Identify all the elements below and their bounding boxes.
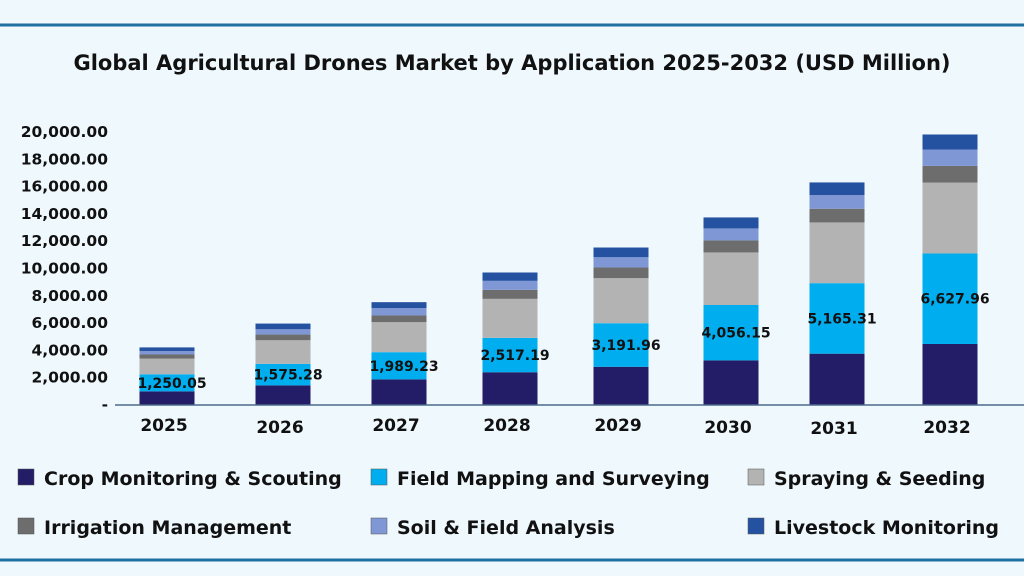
bar-segment-field-mapping-and-surveying-2030 <box>703 304 759 361</box>
data-label: 1,989.23 <box>370 359 439 375</box>
x-tick-label: 2028 <box>483 416 530 436</box>
x-tick-label: 2031 <box>810 419 857 439</box>
bars: 1,250.05 1,575.28 1,989.23 2,517.19 3,191.96… <box>138 134 990 405</box>
bar-segment-spraying-seeding-2025 <box>139 358 195 375</box>
bar-segment-crop-monitoring-scouting-2031 <box>809 353 865 405</box>
bar-segment-field-mapping-and-surveying-2029 <box>593 323 649 367</box>
bar-segment-spraying-seeding-2030 <box>703 252 759 305</box>
bar-segment-field-mapping-and-surveying-2027 <box>371 352 427 380</box>
bar-segment-spraying-seeding-2028 <box>482 298 538 338</box>
bar-segment-spraying-seeding-2032 <box>922 182 978 254</box>
y-tick-label: 10,000.00 <box>21 260 108 278</box>
bar-segment-livestock-monitoring-2025 <box>139 347 195 352</box>
chart-title: Global Agricultural Drones Market by App… <box>73 51 950 75</box>
bar-segment-soil-field-analysis-2030 <box>703 228 759 241</box>
bar-segment-field-mapping-and-surveying-2028 <box>482 337 538 373</box>
y-tick-label: 8,000.00 <box>32 287 109 305</box>
x-axis: 2025 2026 2027 2028 2029 2030 2031 2032 <box>140 416 970 439</box>
bar-segment-crop-monitoring-scouting-2027 <box>371 379 427 405</box>
y-axis: - 2,000.00 4,000.00 6,000.00 8,000.00 10,000.… <box>21 123 108 414</box>
bar-segment-irrigation-management-2032 <box>922 165 978 183</box>
y-tick-label: - <box>102 396 108 414</box>
data-label: 3,191.96 <box>592 338 661 354</box>
bar-segment-irrigation-management-2030 <box>703 240 759 253</box>
x-tick-label: 2032 <box>923 418 970 438</box>
bar-segment-soil-field-analysis-2029 <box>593 257 649 268</box>
data-label: 4,056.15 <box>702 326 771 342</box>
bar-segment-field-mapping-and-surveying-2025 <box>139 374 195 392</box>
bar-segment-crop-monitoring-scouting-2026 <box>255 385 311 405</box>
y-tick-label: 12,000.00 <box>21 232 108 250</box>
legend-swatch <box>17 468 35 486</box>
legend-label: Crop Monitoring & Scouting <box>44 468 342 490</box>
bar-segment-livestock-monitoring-2026 <box>255 323 311 330</box>
bar-segment-soil-field-analysis-2027 <box>371 308 427 316</box>
bar-segment-irrigation-management-2025 <box>139 354 195 359</box>
bar-segment-spraying-seeding-2031 <box>809 222 865 284</box>
bar-segment-crop-monitoring-scouting-2030 <box>703 360 759 405</box>
y-tick-label: 20,000.00 <box>21 123 108 141</box>
bar-segment-field-mapping-and-surveying-2032 <box>922 253 978 344</box>
legend-swatch <box>747 517 765 535</box>
legend-swatch <box>370 468 388 486</box>
bar-segment-spraying-seeding-2029 <box>593 278 649 324</box>
legend: Crop Monitoring & Scouting Field Mapping … <box>17 468 999 539</box>
y-tick-label: 14,000.00 <box>21 205 108 223</box>
data-label: 1,250.05 <box>138 376 207 392</box>
data-label: 5,165.31 <box>808 311 877 327</box>
bar-segment-spraying-seeding-2027 <box>371 322 427 353</box>
bar-segment-irrigation-management-2026 <box>255 334 311 341</box>
x-tick-label: 2025 <box>140 416 187 436</box>
bar-segment-crop-monitoring-scouting-2029 <box>593 366 649 405</box>
bar-segment-soil-field-analysis-2025 <box>139 351 195 355</box>
y-tick-label: 4,000.00 <box>32 341 109 359</box>
bar-segment-spraying-seeding-2026 <box>255 340 311 364</box>
x-tick-label: 2027 <box>372 416 419 436</box>
bar-segment-crop-monitoring-scouting-2028 <box>482 372 538 405</box>
x-tick-label: 2030 <box>704 418 751 438</box>
y-tick-label: 2,000.00 <box>32 369 109 387</box>
bar-segment-soil-field-analysis-2026 <box>255 329 311 335</box>
bar-segment-irrigation-management-2027 <box>371 315 427 323</box>
legend-label: Spraying & Seeding <box>774 468 985 490</box>
legend-label: Irrigation Management <box>44 517 291 539</box>
data-label: 6,627.96 <box>921 292 990 308</box>
bar-segment-soil-field-analysis-2032 <box>922 149 978 166</box>
legend-swatch <box>17 517 35 535</box>
legend-label: Field Mapping and Surveying <box>397 468 710 490</box>
bar-segment-field-mapping-and-surveying-2026 <box>255 363 311 386</box>
x-tick-label: 2026 <box>256 418 303 438</box>
bar-segment-crop-monitoring-scouting-2032 <box>922 343 978 405</box>
legend-label: Livestock Monitoring <box>774 517 999 539</box>
legend-label: Soil & Field Analysis <box>397 517 615 539</box>
bar-segment-soil-field-analysis-2028 <box>482 280 538 290</box>
y-tick-label: 6,000.00 <box>32 314 109 332</box>
bar-segment-irrigation-management-2029 <box>593 267 649 279</box>
bar-segment-crop-monitoring-scouting-2025 <box>139 391 195 405</box>
bar-segment-livestock-monitoring-2031 <box>809 182 865 196</box>
legend-swatch <box>747 468 765 486</box>
x-tick-label: 2029 <box>594 416 641 436</box>
bar-segment-irrigation-management-2028 <box>482 289 538 299</box>
data-label: 1,575.28 <box>254 368 323 384</box>
bar-segment-livestock-monitoring-2029 <box>593 247 649 258</box>
bar-segment-livestock-monitoring-2027 <box>371 302 427 309</box>
y-tick-label: 18,000.00 <box>21 150 108 168</box>
bar-segment-livestock-monitoring-2030 <box>703 217 759 229</box>
legend-swatch <box>370 517 388 535</box>
bar-segment-irrigation-management-2031 <box>809 208 865 223</box>
bar-segment-field-mapping-and-surveying-2031 <box>809 283 865 354</box>
bar-segment-livestock-monitoring-2028 <box>482 272 538 281</box>
bar-segment-livestock-monitoring-2032 <box>922 134 978 150</box>
bar-segment-soil-field-analysis-2031 <box>809 195 865 209</box>
y-tick-label: 16,000.00 <box>21 178 108 196</box>
data-label: 2,517.19 <box>481 348 550 364</box>
